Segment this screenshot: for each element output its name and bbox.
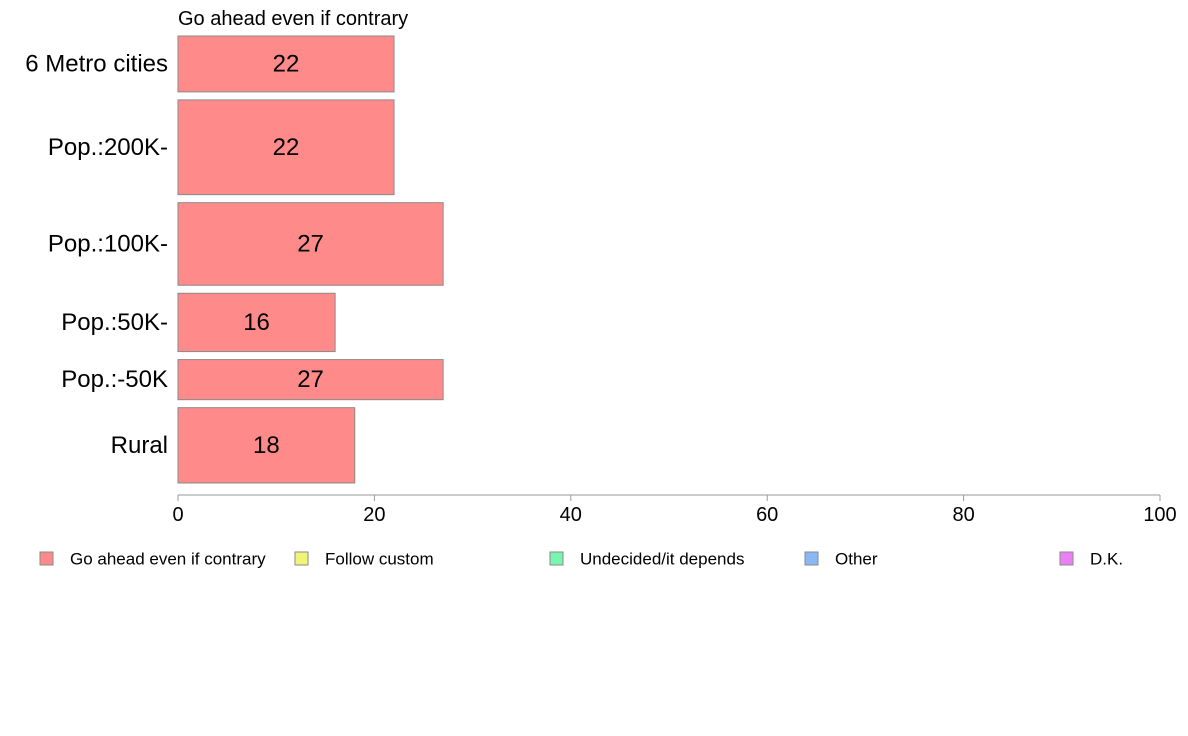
bar	[177, 202, 444, 286]
bar-value-label: 27	[297, 230, 324, 257]
bar-value-label: 22	[273, 50, 300, 77]
legend-label: D.K.	[1090, 550, 1123, 569]
x-tick-label: 20	[363, 504, 385, 526]
legend-swatch	[39, 551, 54, 566]
legend: Go ahead even if contrary Follow custom Un…	[39, 550, 1123, 569]
legend-swatch	[1059, 551, 1074, 566]
category-label: Pop.:100K-	[48, 230, 168, 257]
x-tick-label: 80	[952, 504, 974, 526]
x-tick-label: 100	[1143, 504, 1176, 526]
bar-value-label: 27	[297, 366, 324, 393]
bars-group: 22 6 Metro cities 22 Pop.:200K- 27 Pop.:100K-…	[25, 35, 444, 484]
x-tick-label: 60	[756, 504, 778, 526]
legend-label: Follow custom	[325, 550, 434, 569]
panel-title: Go ahead even if contrary	[178, 8, 408, 30]
x-tick-label: 40	[560, 504, 582, 526]
bar-value-label: 16	[243, 309, 270, 336]
bar	[177, 407, 356, 484]
category-label: Rural	[111, 432, 168, 459]
bar	[177, 359, 444, 401]
legend-swatch	[294, 551, 309, 566]
legend-label: Other	[835, 550, 878, 569]
x-tick-label: 0	[172, 504, 183, 526]
legend-swatch	[804, 551, 819, 566]
bar-value-label: 22	[273, 134, 300, 161]
category-label: 6 Metro cities	[25, 50, 168, 77]
bar	[177, 35, 395, 93]
bar	[177, 292, 336, 353]
category-label: Pop.:50K-	[61, 309, 168, 336]
category-label: Pop.:-50K	[61, 366, 168, 393]
bar	[177, 99, 395, 196]
legend-swatch	[549, 551, 564, 566]
bar-value-label: 18	[253, 432, 280, 459]
x-axis: 0 20 40 60 80 100	[172, 494, 1177, 526]
legend-label: Go ahead even if contrary	[70, 550, 266, 569]
category-label: Pop.:200K-	[48, 134, 168, 161]
legend-label: Undecided/it depends	[580, 550, 744, 569]
